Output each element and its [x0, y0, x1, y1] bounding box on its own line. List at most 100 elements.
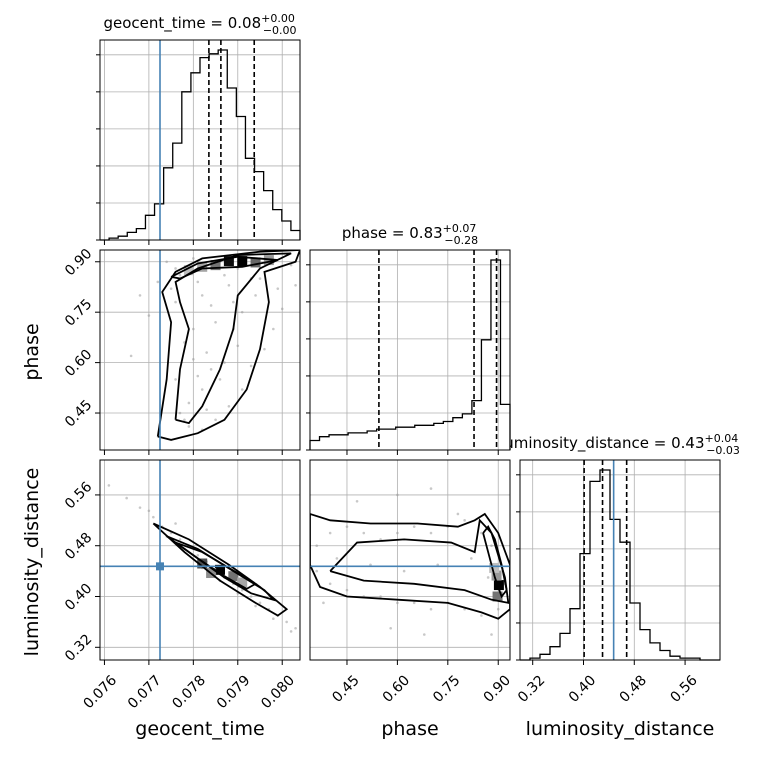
- x-tick-label: 0.75: [430, 672, 463, 705]
- sample-point: [200, 294, 204, 297]
- x-axis-label-phase: phase: [381, 718, 438, 740]
- sample-point: [138, 294, 142, 297]
- sample-point: [192, 357, 195, 361]
- sample-point: [174, 378, 177, 381]
- x-tick-label: 0.56: [667, 672, 700, 705]
- joint-panel-phase__luminosity_distance: 0.45 0.60 0.75 0.90: [309, 459, 514, 706]
- sample-point: [280, 307, 284, 311]
- density-cell: [237, 577, 248, 588]
- sample-point: [107, 484, 111, 487]
- sample-point: [294, 626, 297, 630]
- sample-point: [436, 563, 440, 567]
- sample-point: [258, 601, 262, 605]
- x-tick-label: 0.90: [481, 672, 514, 705]
- title-luminosity-distance: luminosity_distance = 0.43+0.04 −0.03: [500, 432, 740, 457]
- sample-point: [178, 273, 182, 277]
- y-tick-label: 0.40: [62, 581, 95, 614]
- sample-point: [480, 531, 483, 535]
- sample-point: [187, 425, 191, 428]
- density-cell: [183, 265, 194, 276]
- y-tick-label: 0.56: [62, 479, 95, 512]
- sample-point: [289, 263, 293, 267]
- sample-point: [129, 354, 133, 358]
- sample-point: [147, 509, 151, 513]
- sample-point: [272, 327, 275, 331]
- sample-point: [345, 588, 349, 592]
- sample-point: [396, 601, 399, 605]
- histogram-phase: [309, 259, 511, 450]
- sample-point: [174, 267, 177, 270]
- sample-point: [412, 525, 416, 528]
- sample-point: [192, 327, 195, 331]
- sample-point: [272, 617, 275, 621]
- sample-point: [490, 633, 493, 636]
- sample-point: [223, 361, 226, 364]
- sample-point: [276, 287, 280, 290]
- sample-point: [192, 257, 195, 260]
- sample-point: [196, 553, 200, 557]
- density-cell: [493, 580, 504, 591]
- sample-point: [178, 411, 182, 415]
- sample-point: [486, 576, 490, 579]
- sample-point: [187, 401, 191, 405]
- x-tick-label: 0.48: [617, 672, 650, 705]
- joint-panel-phase__luminosity_distance-bg: [310, 460, 510, 660]
- y-tick-label: 0.45: [62, 397, 95, 430]
- joint-panel-geocent_time__phase-bg: [100, 250, 300, 450]
- sample-point: [463, 519, 466, 522]
- sample-point: [496, 607, 500, 611]
- contour-level-2: [166, 535, 277, 602]
- sample-point: [328, 531, 332, 535]
- y-tick-label: 0.32: [62, 631, 95, 664]
- sample-point: [147, 314, 151, 317]
- joint-panel-geocent_time__luminosity_distance-content: [100, 460, 300, 660]
- histogram-luminosity_distance: [520, 469, 720, 661]
- hist-panel-geocent_time-frame: [99, 39, 301, 241]
- density-cell: [491, 570, 502, 581]
- sample-point: [355, 499, 359, 503]
- sample-point: [254, 604, 257, 608]
- sample-point: [156, 280, 160, 284]
- sample-point: [294, 283, 297, 287]
- title-phase: phase = 0.83+0.07 −0.28: [342, 222, 478, 247]
- sample-point: [174, 300, 177, 304]
- x-tick-label: 0.076: [81, 672, 121, 712]
- contour-level-2: [174, 252, 292, 425]
- sample-point: [218, 378, 222, 381]
- truth-marker: [156, 562, 164, 571]
- sample-point: [223, 273, 226, 277]
- y-axis-label-phase: phase: [21, 323, 43, 380]
- contour-level-3: [310, 512, 510, 620]
- sample-point: [480, 614, 483, 617]
- density-cell: [215, 564, 225, 575]
- x-tick-label: 0.40: [566, 672, 599, 705]
- density-cell: [223, 256, 234, 267]
- sample-point: [335, 557, 339, 560]
- joint-panel-phase__luminosity_distance-content: [310, 487, 510, 636]
- joint-panel-geocent_time__luminosity_distance: 0.32 0.40 0.48 0.56 0.076 0.077 0.078 0.079 0.08…: [62, 459, 301, 712]
- y-tick-label: 0.48: [62, 530, 95, 563]
- x-axis-label-luminosity-distance: luminosity_distance: [526, 718, 715, 740]
- sample-point: [258, 277, 262, 280]
- hist-panel-luminosity_distance-bg: [520, 460, 720, 660]
- density-cell: [492, 591, 503, 602]
- x-tick-label: 0.32: [515, 672, 548, 705]
- sample-point: [396, 531, 399, 535]
- sample-point: [227, 405, 231, 408]
- joint-panel-phase__luminosity_distance-frame: [309, 459, 511, 661]
- x-axis-label-geocent-time: geocent_time: [135, 718, 264, 740]
- sample-point: [165, 260, 168, 264]
- density-cell: [489, 562, 500, 573]
- sample-point: [285, 620, 288, 624]
- x-tick-label: 0.60: [380, 672, 413, 705]
- sample-point: [240, 588, 244, 592]
- sample-point: [379, 595, 382, 598]
- sample-point: [169, 287, 173, 290]
- sample-point: [422, 633, 426, 636]
- sample-point: [289, 630, 293, 633]
- y-axis-label-luminosity-distance: luminosity_distance: [21, 468, 43, 657]
- sample-point: [205, 408, 208, 411]
- x-tick-label: 0.078: [169, 672, 209, 712]
- sample-point: [249, 364, 253, 368]
